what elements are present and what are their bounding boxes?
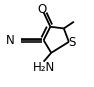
Text: O: O [37, 3, 46, 16]
Text: S: S [68, 36, 76, 49]
Text: H₂N: H₂N [33, 61, 55, 74]
Text: N: N [6, 34, 15, 47]
